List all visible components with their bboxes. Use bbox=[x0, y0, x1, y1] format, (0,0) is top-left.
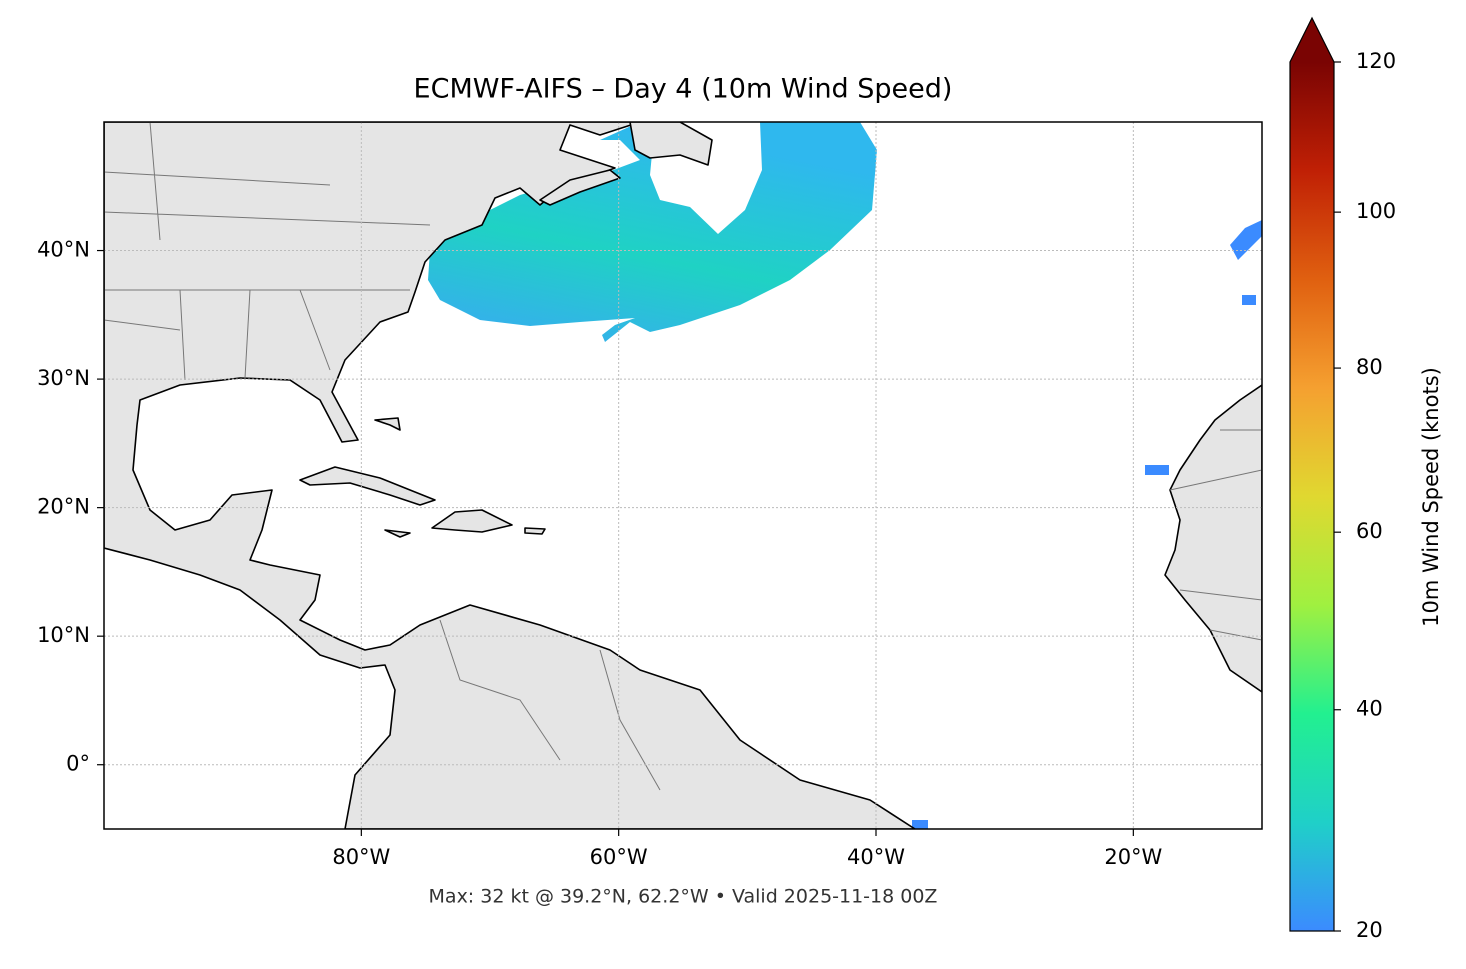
newfoundland bbox=[629, 122, 713, 166]
y-tick-label: 0° bbox=[66, 752, 90, 776]
y-tick-label: 10°N bbox=[37, 623, 90, 647]
wind-patch bbox=[1145, 465, 1169, 475]
map-frame bbox=[103, 121, 1263, 830]
colorbar-label: 10m Wind Speed (knots) bbox=[1419, 367, 1443, 627]
y-tick-label: 20°N bbox=[37, 495, 90, 519]
x-tick-label: 80°W bbox=[332, 845, 390, 869]
wind-patch bbox=[1230, 220, 1262, 260]
x-tick-label: 40°W bbox=[847, 845, 905, 869]
colorbar-tick-label: 60 bbox=[1356, 519, 1383, 543]
map-area bbox=[104, 122, 1262, 829]
map-title: ECMWF-AIFS – Day 4 (10m Wind Speed) bbox=[414, 74, 953, 105]
x-tick-label: 20°W bbox=[1104, 845, 1162, 869]
colorbar-extend bbox=[1290, 18, 1334, 62]
cuba bbox=[299, 466, 436, 506]
colorbar-frame bbox=[1289, 16, 1335, 932]
footer-note: Max: 32 kt @ 39.2°N, 62.2°W • Valid 2025… bbox=[429, 886, 938, 908]
puerto-rico bbox=[524, 527, 546, 535]
colorbar-tick-label: 100 bbox=[1356, 199, 1396, 223]
wind-patch bbox=[912, 820, 928, 829]
y-tick-label: 30°N bbox=[37, 366, 90, 390]
americas bbox=[104, 122, 916, 829]
colorbar: 20 40 60 80 100 120 bbox=[1289, 16, 1396, 942]
y-tick-label: 40°N bbox=[37, 238, 90, 262]
colorbar-tick-label: 120 bbox=[1356, 49, 1396, 73]
africa bbox=[1164, 384, 1262, 693]
borders bbox=[104, 122, 1262, 791]
bahamas bbox=[374, 417, 401, 431]
wind-patch bbox=[1242, 295, 1256, 305]
colorbar-tick-label: 80 bbox=[1356, 355, 1383, 379]
x-tick-label: 60°W bbox=[590, 845, 648, 869]
colorbar-tick-label: 20 bbox=[1356, 918, 1383, 942]
grid bbox=[104, 122, 1262, 829]
colorbar-gradient bbox=[1290, 62, 1334, 931]
hispaniola bbox=[431, 509, 513, 533]
nova-scotia bbox=[539, 169, 621, 206]
wind-field bbox=[428, 122, 877, 342]
colorbar-tick-label: 40 bbox=[1356, 697, 1383, 721]
jamaica bbox=[384, 529, 411, 538]
